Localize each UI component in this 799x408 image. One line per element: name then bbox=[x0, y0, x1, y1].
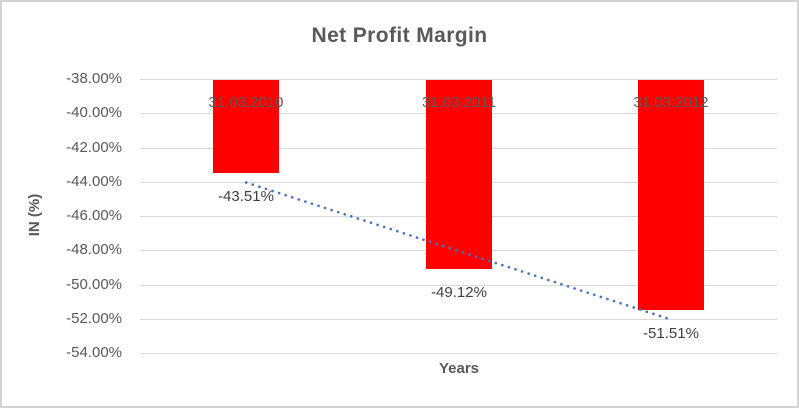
y-axis-tick-label: -50.00% bbox=[66, 276, 122, 293]
category-label: 31.03.2012 bbox=[633, 94, 709, 111]
y-axis-tick-label: -38.00% bbox=[66, 70, 122, 87]
chart-title: Net Profit Margin bbox=[311, 24, 488, 47]
data-label: -43.51% bbox=[218, 188, 274, 205]
y-axis-tick-label: -52.00% bbox=[66, 310, 122, 327]
category-label: 31.03.2010 bbox=[208, 94, 284, 111]
y-axis-tick-label: -46.00% bbox=[66, 207, 122, 224]
y-axis-tick-label: -44.00% bbox=[66, 173, 122, 190]
gridline bbox=[140, 79, 777, 80]
data-label: -51.51% bbox=[643, 325, 699, 342]
gridline bbox=[140, 353, 777, 354]
y-axis-tick-label: -48.00% bbox=[66, 241, 122, 258]
category-label: 31.03.2011 bbox=[422, 94, 496, 111]
bar-31.03.2010 bbox=[213, 80, 279, 173]
y-axis-tick-label: -40.00% bbox=[66, 104, 122, 121]
bar-31.03.2012 bbox=[638, 80, 704, 310]
y-axis-tick-label: -42.00% bbox=[66, 139, 122, 156]
y-axis-tick-label: -54.00% bbox=[66, 344, 122, 361]
gridline bbox=[140, 319, 777, 320]
x-axis-title: Years bbox=[438, 360, 480, 377]
data-label: -49.12% bbox=[431, 284, 487, 301]
